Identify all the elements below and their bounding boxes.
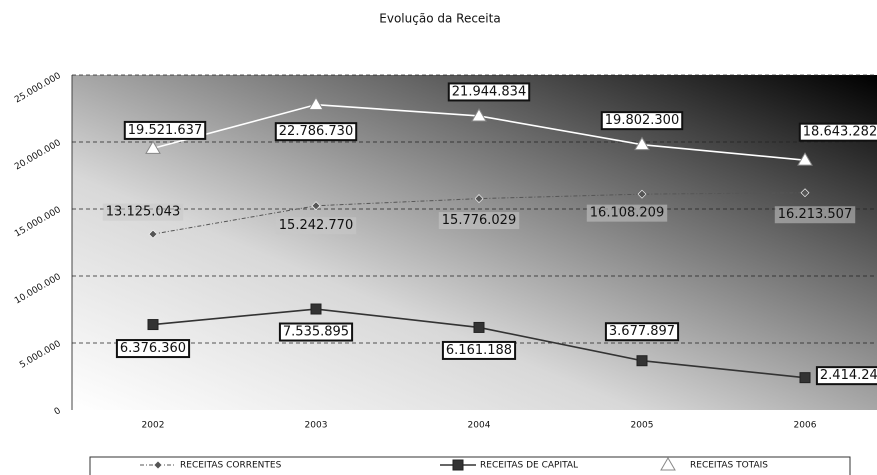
data-label: 15.776.029: [442, 213, 516, 228]
data-label: 22.786.730: [279, 124, 353, 139]
series: 6.376.360 7.535.895 6.161.188 3.677.897 2.41…: [115, 303, 877, 386]
y-tick-label: 15.000.000: [13, 205, 63, 240]
legend: [89, 456, 851, 475]
data-label-box: [600, 111, 684, 131]
data-label-box: [123, 120, 207, 140]
legend-label: RECEITAS TOTAIS: [690, 461, 768, 471]
marker: [660, 457, 676, 471]
data-label: 6.376.360: [120, 341, 186, 356]
marker: [452, 459, 464, 471]
y-tick-label: 10.000.000: [13, 272, 63, 307]
marker: [799, 372, 811, 384]
data-label-box: [278, 322, 354, 342]
data-label: 19.521.637: [128, 123, 202, 138]
data-label-box: [438, 212, 520, 230]
marker: [311, 201, 321, 211]
y-tick-label: 0: [53, 406, 63, 418]
x-tick-label: 2002: [142, 421, 165, 431]
marker: [147, 319, 159, 331]
y-tick-label: 5.000.000: [18, 339, 63, 371]
marker: [471, 107, 487, 122]
data-label: 3.677.897: [609, 324, 675, 339]
legend-label: RECEITAS CORRENTES: [180, 461, 282, 471]
y-tick-label: 20.000.000: [13, 138, 63, 173]
marker: [310, 303, 322, 315]
x-tick-label: 2005: [631, 421, 654, 431]
data-label-box: [447, 82, 531, 102]
data-label: 7.535.895: [283, 325, 349, 340]
marker: [636, 355, 648, 367]
data-label: 16.213.507: [778, 207, 852, 222]
data-label: 18.643.282: [803, 125, 877, 140]
data-label-box: [441, 340, 517, 360]
y-tick-label: 25.000.000: [13, 71, 63, 106]
marker: [148, 229, 158, 239]
series: 19.521.637 22.786.730 21.944.834 19.802.300…: [123, 82, 877, 166]
data-label: 16.108.209: [590, 206, 664, 221]
data-label-box: [604, 322, 680, 342]
data-label-box: [115, 339, 191, 359]
data-label-box: [275, 217, 357, 235]
data-label: 21.944.834: [452, 84, 526, 99]
marker: [153, 460, 163, 470]
x-tick-label: 2006: [794, 421, 817, 431]
marker: [637, 189, 647, 199]
marker: [800, 188, 810, 198]
marker: [308, 96, 324, 111]
chart-title: Evolução da Receita: [379, 12, 500, 26]
data-label: 2.414.245: [820, 368, 877, 383]
line: [152, 192, 806, 235]
data-label: 19.802.300: [605, 113, 679, 128]
marker: [145, 140, 161, 154]
marker: [474, 194, 484, 204]
x-tick-label: 2004: [468, 421, 491, 431]
data-label-box: [774, 206, 856, 224]
data-label-box: [815, 366, 877, 386]
marker: [797, 152, 813, 166]
data-label: 6.161.188: [446, 343, 512, 358]
data-label-box: [102, 203, 184, 221]
data-label: 15.242.770: [279, 218, 353, 233]
data-label: 13.125.043: [106, 205, 180, 220]
marker: [634, 136, 650, 151]
data-label-box: [274, 122, 358, 142]
series: 13.125.043 15.242.770 15.776.029 16.108.209…: [102, 188, 856, 239]
marker: [473, 321, 485, 333]
legend-label: RECEITAS DE CAPITAL: [480, 461, 578, 471]
x-tick-label: 2003: [305, 421, 328, 431]
data-label-box: [586, 204, 668, 222]
data-label-box: [798, 122, 877, 142]
